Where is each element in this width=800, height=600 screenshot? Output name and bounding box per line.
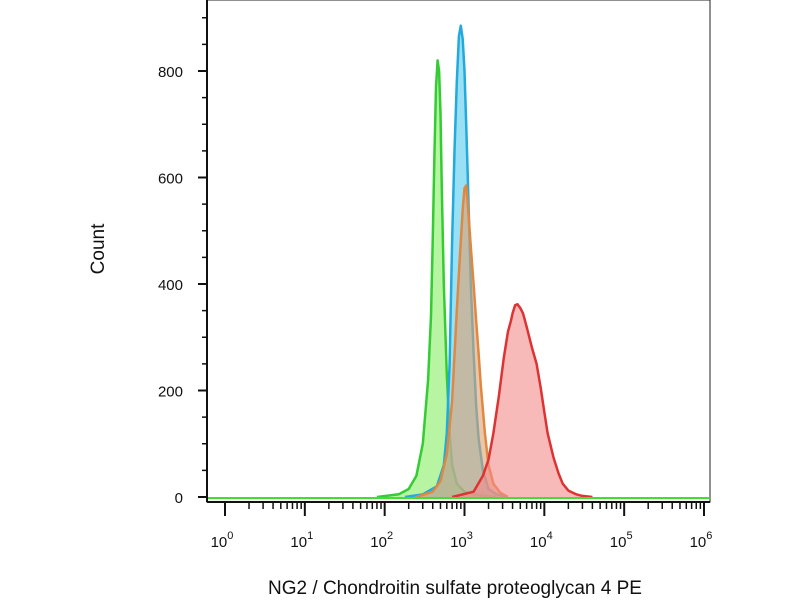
series-layer (207, 24, 710, 499)
y-tick-label: 0 (175, 490, 183, 507)
y-tick-label: 800 (158, 64, 183, 81)
x-tick-label: 100 (211, 530, 234, 551)
x-axis: 100 101 102 103 104 105 106 (207, 501, 713, 551)
x-tick-label: 105 (610, 530, 633, 551)
y-tick-label: 400 (158, 277, 183, 294)
series-2-area (405, 25, 508, 497)
series-4-area (452, 304, 593, 497)
y-tick-label: 600 (158, 171, 183, 188)
y-tick-label: 200 (158, 384, 183, 401)
y-axis: 0 200 400 600 800 (158, 0, 208, 507)
plot-area (206, 0, 711, 503)
x-tick-label: 103 (450, 530, 473, 551)
series-1-area (376, 60, 497, 498)
x-tick-label: 101 (290, 530, 313, 551)
series-3-line (416, 184, 509, 499)
y-axis-title: Count (88, 223, 109, 274)
x-axis-title: NG2 / Chondroitin sulfate proteoglycan 4… (268, 578, 642, 599)
series-4-line (451, 302, 593, 499)
series-3-area (416, 185, 508, 497)
x-tick-label: 104 (530, 530, 553, 551)
x-tick-label: 102 (370, 530, 393, 551)
x-tick-label: 106 (690, 530, 713, 551)
